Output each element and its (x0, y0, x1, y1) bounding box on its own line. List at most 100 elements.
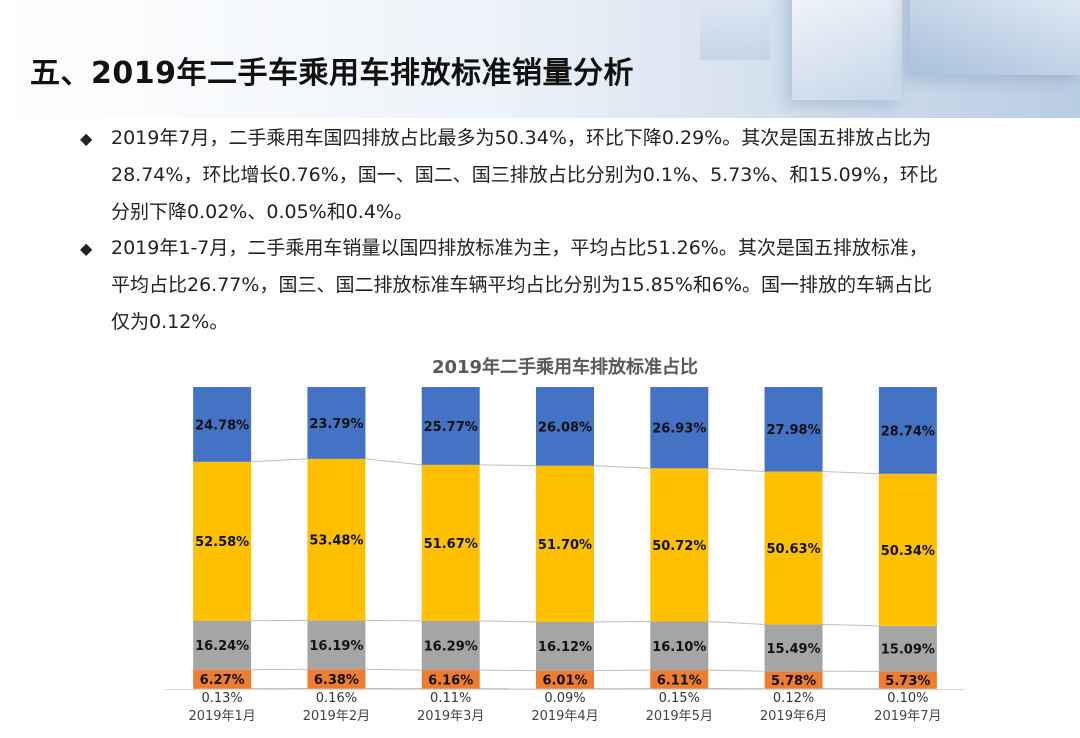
data-label: 15.09% (881, 643, 935, 658)
data-label: 51.67% (424, 537, 478, 552)
data-label: 52.58% (195, 535, 249, 550)
series-line (365, 458, 422, 466)
bar-segment (307, 669, 366, 689)
bar-segment (878, 625, 937, 672)
bar-segment (536, 387, 594, 466)
series-line (822, 471, 879, 475)
data-label: 51.70% (538, 538, 592, 553)
series-line (365, 668, 422, 671)
data-label-below-bar: 0.12% (773, 691, 814, 706)
data-label-below-bar: 0.15% (659, 691, 700, 706)
x-tick-label: 2019年7月 (874, 709, 941, 724)
bar-segment (878, 387, 937, 474)
bullet-line: 2019年7月，二手乘用车国四排放占比最多为50.34%，环比下降0.29%。其… (111, 127, 932, 149)
data-label: 25.77% (424, 420, 478, 435)
bar-segment (536, 688, 594, 690)
bar-segment (764, 387, 823, 472)
data-label: 6.01% (542, 674, 587, 689)
bar-segment (421, 688, 480, 690)
data-label: 6.38% (314, 673, 359, 688)
data-label: 24.78% (195, 418, 249, 433)
bullet-line: 仅为0.12%。 (111, 311, 229, 333)
data-label: 50.72% (652, 539, 706, 554)
data-label-below-bar: 0.09% (544, 691, 585, 706)
data-label: 6.27% (200, 673, 245, 688)
data-label: 16.29% (424, 639, 478, 654)
data-label: 6.16% (428, 673, 473, 688)
bar-segment (764, 624, 823, 672)
series-line (593, 465, 651, 469)
data-label-below-bar: 0.13% (201, 691, 242, 706)
x-tick-label: 2019年1月 (188, 709, 255, 724)
data-label: 16.12% (538, 640, 592, 655)
decorative-cube (792, 0, 902, 100)
series-line (708, 669, 765, 672)
data-label: 6.11% (657, 673, 702, 688)
data-label: 50.34% (881, 544, 935, 559)
bar-segment (307, 458, 366, 621)
bullet-line: 平均占比26.77%，国三、国二排放标准车辆平均占比分别为15.85%和6%。国… (111, 274, 933, 296)
diamond-bullet-icon: ◆ (80, 129, 93, 148)
data-label: 26.93% (652, 422, 706, 437)
bar-segment (536, 465, 594, 622)
bar-segment (193, 688, 252, 690)
data-label: 5.78% (771, 674, 816, 689)
series-line (365, 619, 422, 622)
bar-segment (878, 671, 937, 689)
bar-segment (764, 671, 823, 689)
data-label-below-bar: 0.11% (430, 691, 471, 706)
bar-segment (650, 670, 709, 689)
data-label: 16.24% (195, 639, 249, 654)
data-label: 16.19% (309, 639, 363, 654)
bar-segment (536, 621, 594, 671)
bullet-line: 分别下降0.02%、0.05%和0.4%。 (111, 201, 413, 223)
bar-segment (307, 620, 366, 670)
bar-segment (878, 688, 937, 690)
bullet-line: 28.74%，环比增长0.76%，国一、国二、国三排放占比分别为0.1%、5.7… (111, 164, 938, 186)
bar-segment (421, 670, 480, 689)
bar-segment (421, 464, 480, 621)
series-line (479, 464, 537, 467)
data-label: 5.73% (885, 674, 930, 689)
bar-segment (650, 688, 709, 690)
series-line (251, 458, 308, 463)
series-line (708, 620, 765, 625)
data-label: 50.63% (766, 542, 820, 557)
data-label: 27.98% (766, 423, 820, 438)
series-line (479, 669, 537, 672)
data-label: 53.48% (309, 534, 363, 549)
data-label-below-bar: 0.10% (887, 691, 928, 706)
x-tick-label: 2019年5月 (646, 709, 713, 724)
bullet-line: 2019年1-7月，二手乘用车销量以国四排放标准为主，平均占比51.26%。其次… (111, 237, 928, 259)
bullet-text: 2019年7月，二手乘用车国四排放占比最多为50.34%，环比下降0.29%。其… (111, 120, 1011, 231)
data-label: 23.79% (309, 417, 363, 432)
x-tick-label: 2019年4月 (531, 709, 598, 724)
bullet-text: 2019年1-7月，二手乘用车销量以国四排放标准为主，平均占比51.26%。其次… (111, 230, 1011, 341)
bar-segment (193, 669, 252, 689)
diamond-bullet-icon: ◆ (80, 239, 93, 258)
page-title: 五、2019年二手车乘用车排放标准销量分析 (30, 56, 634, 91)
bar-segment (764, 688, 823, 690)
bar-segment (764, 471, 823, 625)
x-tick-label: 2019年2月 (303, 709, 370, 724)
header-banner (0, 0, 1080, 118)
data-label-below-bar: 0.16% (316, 691, 357, 706)
bar-segment (193, 620, 252, 670)
data-label: 26.08% (538, 420, 592, 435)
bar-segment (878, 473, 937, 626)
bar-segment (536, 670, 594, 689)
decorative-cube (700, 0, 770, 60)
bar-segment (307, 387, 366, 459)
data-label: 16.10% (652, 640, 706, 655)
data-label: 28.74% (881, 424, 935, 439)
bar-segment (650, 468, 709, 622)
chart-title: 2019年二手乘用车排放标准占比 (432, 356, 698, 378)
series-line (822, 623, 879, 627)
decorative-cube (910, 0, 1080, 75)
bar-segment (650, 387, 709, 469)
series-line (708, 467, 765, 472)
bar-segment (421, 387, 480, 465)
bar-segment (650, 621, 709, 671)
series-line (479, 620, 537, 623)
